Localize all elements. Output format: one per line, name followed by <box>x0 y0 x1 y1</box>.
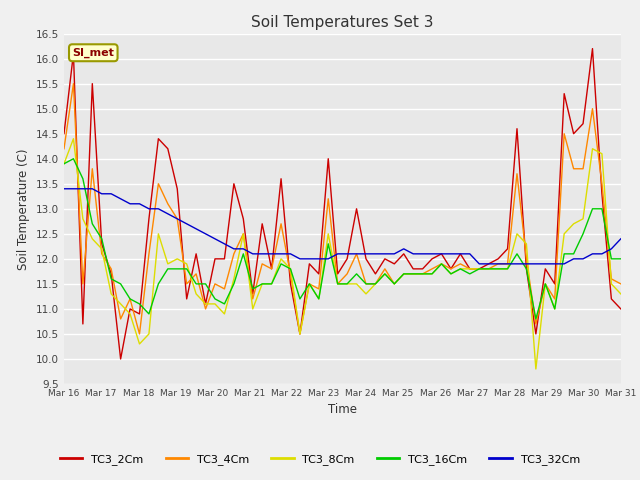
Legend: TC3_2Cm, TC3_4Cm, TC3_8Cm, TC3_16Cm, TC3_32Cm: TC3_2Cm, TC3_4Cm, TC3_8Cm, TC3_16Cm, TC3… <box>56 450 584 469</box>
X-axis label: Time: Time <box>328 403 357 417</box>
Y-axis label: Soil Temperature (C): Soil Temperature (C) <box>17 148 30 270</box>
Text: SI_met: SI_met <box>72 48 114 58</box>
Title: Soil Temperatures Set 3: Soil Temperatures Set 3 <box>251 15 434 30</box>
